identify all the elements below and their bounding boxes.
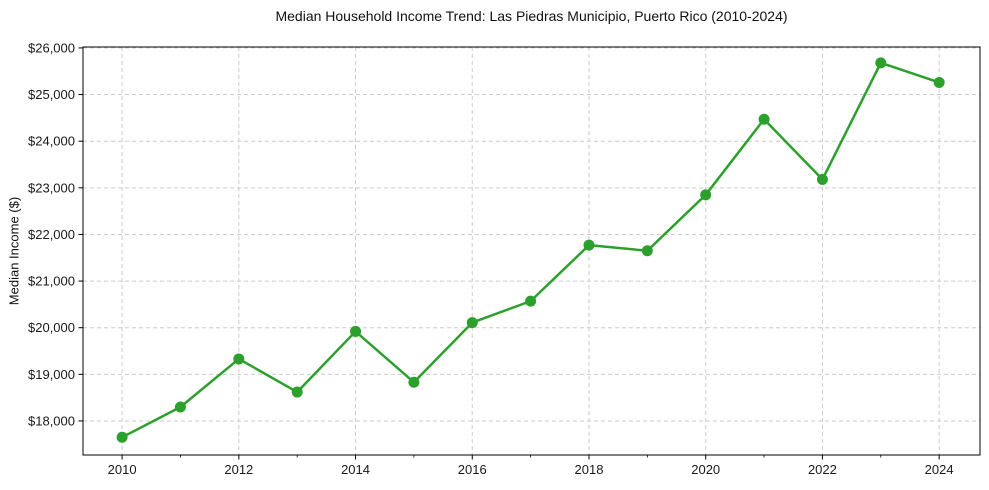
plot-border [82, 46, 981, 456]
trend-line [120, 61, 941, 439]
y-axis-label: Median Income ($) [6, 196, 22, 306]
x-tick-label: 2014 [341, 462, 370, 477]
y-tick-label: $25,000 [28, 87, 75, 102]
chart-title: Median Household Income Trend: Las Piedr… [275, 8, 788, 24]
x-tick-label: 2022 [808, 462, 837, 477]
x-tick-label: 2020 [691, 462, 720, 477]
y-tick-label: $26,000 [28, 40, 75, 55]
x-tick-label: 2012 [224, 462, 253, 477]
data-point-2011 [174, 401, 186, 413]
data-point-2022 [816, 173, 828, 185]
data-point-2010 [116, 431, 128, 443]
data-point-2018 [583, 239, 595, 251]
data-point-2020 [700, 189, 712, 201]
x-tick-label: 2018 [575, 462, 604, 477]
data-point-2024 [933, 76, 945, 88]
y-tick-label: $19,000 [28, 367, 75, 382]
data-point-2019 [641, 245, 653, 257]
data-point-2023 [875, 57, 887, 69]
gridlines [83, 47, 980, 455]
x-axis: 2010 2012 2014 2016 2018 2020 2022 2024 [108, 455, 954, 477]
y-tick-label: $24,000 [28, 134, 75, 149]
x-tick-label: 2024 [925, 462, 954, 477]
y-tick-label: $23,000 [28, 180, 75, 195]
data-point-2014 [350, 325, 362, 337]
x-tick-label: 2016 [458, 462, 487, 477]
y-tick-label: $21,000 [28, 274, 75, 289]
data-points [116, 57, 945, 443]
data-point-2012 [233, 353, 245, 365]
data-point-2015 [408, 376, 420, 388]
y-axis: $18,000 $19,000 $20,000 $21,000 $22,000 $23,0… [28, 40, 83, 428]
data-point-2017 [525, 295, 537, 307]
x-tick-label: 2010 [108, 462, 137, 477]
data-point-2016 [466, 317, 478, 329]
y-tick-label: $18,000 [28, 413, 75, 428]
data-point-2013 [291, 386, 303, 398]
y-tick-label: $20,000 [28, 320, 75, 335]
data-point-2021 [758, 113, 770, 125]
y-tick-label: $22,000 [28, 227, 75, 242]
